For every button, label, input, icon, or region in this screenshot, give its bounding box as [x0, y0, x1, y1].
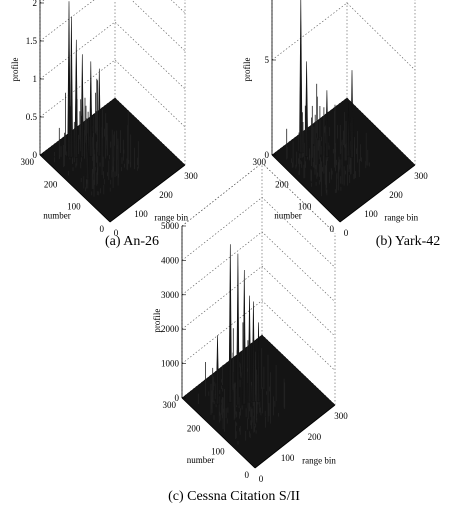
x-tick-label: 300	[184, 171, 198, 181]
z-axis-label: profile	[242, 58, 252, 82]
y-axis-line	[39, 154, 111, 223]
y-tick-label: 100	[298, 202, 312, 212]
peak-6	[85, 133, 90, 180]
z-tick-label: 0	[175, 393, 180, 403]
y-axis-line	[181, 397, 256, 469]
surface-noise	[286, 83, 370, 197]
peak-1	[69, 16, 74, 158]
wall-grid-line	[181, 300, 336, 371]
x-tick-label: 100	[364, 209, 378, 219]
panel-c: 0100020003000400050000100200300010020030…	[152, 162, 348, 504]
x-tick-label: 100	[134, 209, 148, 219]
x-tick-label: 300	[334, 411, 348, 421]
peak-5	[256, 322, 261, 402]
x-axis-line	[339, 164, 416, 223]
peak-1	[236, 253, 240, 406]
x-tick-label: 0	[114, 228, 119, 238]
y-tick-label: 300	[163, 400, 177, 410]
peak-4	[251, 301, 256, 402]
peak-3	[247, 295, 252, 403]
wall-grid-line	[181, 265, 336, 337]
z-tick-label: 0	[33, 150, 38, 160]
caption-a: (a) An-26	[105, 234, 159, 249]
y-tick-label: 300	[21, 157, 35, 167]
x-tick-label: 200	[159, 190, 173, 200]
peak-0	[67, 1, 71, 158]
peak-5	[97, 68, 102, 157]
x-tick-label: 100	[281, 453, 295, 463]
z-tick-label: 5	[265, 55, 270, 65]
y-tick-label: 100	[67, 202, 81, 212]
y-axis-line	[271, 154, 341, 223]
y-tick-label: 0	[330, 224, 335, 234]
y-tick-label: 0	[245, 470, 250, 480]
peak-3	[346, 102, 351, 157]
z-tick-label: 4000	[161, 255, 180, 265]
x-tick-label: 200	[389, 190, 403, 200]
y-tick-label: 200	[275, 179, 289, 189]
peak-4	[350, 70, 354, 158]
x-tick-label: 0	[344, 228, 349, 238]
y-axis-label: number	[274, 211, 302, 221]
y-axis-label: number	[187, 455, 215, 465]
z-tick-label: 1	[33, 74, 38, 84]
peak-0	[228, 244, 233, 403]
y-tick-label: 100	[211, 447, 225, 457]
x-axis-label: range bin	[154, 213, 188, 223]
x-axis-label: range bin	[302, 455, 336, 465]
caption-c: (c) Cessna Citation S/II	[168, 489, 300, 504]
peak-0	[299, 0, 303, 154]
x-tick-label: 300	[414, 171, 428, 181]
panel-a: 00.511.522.501002003000100200300profiler…	[10, 0, 198, 249]
y-tick-label: 200	[44, 179, 58, 189]
x-axis-label: range bin	[384, 213, 418, 223]
z-axis-label: profile	[152, 309, 162, 333]
wall-grid-line	[39, 59, 186, 128]
z-tick-label: 2000	[161, 324, 180, 334]
caption-b: (b) Yark-42	[376, 234, 441, 249]
peak-4	[89, 61, 93, 157]
wall-grid-line	[181, 197, 336, 268]
z-tick-label: 2	[33, 0, 38, 8]
x-tick-label: 0	[259, 474, 264, 484]
wall-grid-line	[181, 162, 336, 234]
z-tick-label: 5000	[161, 221, 180, 231]
wall-grid-line	[271, 2, 416, 71]
y-tick-label: 300	[253, 157, 267, 167]
y-axis-label: number	[43, 211, 71, 221]
peak-1	[304, 61, 309, 157]
z-tick-label: 0	[265, 150, 270, 160]
wall-grid-line	[181, 231, 336, 303]
y-tick-label: 0	[100, 224, 105, 234]
x-axis-line	[109, 164, 186, 223]
peak-3	[80, 54, 85, 158]
x-axis-line	[254, 404, 336, 469]
peak-2	[242, 269, 247, 405]
z-tick-label: 1000	[161, 359, 180, 369]
y-tick-label: 200	[187, 423, 201, 433]
wall-grid-line	[39, 21, 186, 90]
z-tick-label: 0.5	[26, 112, 38, 122]
peak-6	[215, 335, 220, 405]
z-axis-label: profile	[10, 58, 20, 82]
z-tick-label: 3000	[161, 290, 180, 300]
wall-grid-line	[39, 0, 186, 14]
peak-2	[74, 39, 79, 158]
wall-grid-line	[39, 0, 186, 52]
x-tick-label: 200	[308, 432, 322, 442]
peak-2	[325, 90, 329, 158]
z-tick-label: 1.5	[26, 36, 38, 46]
panel-b: 051001002003000100200300profilerange bin…	[242, 0, 440, 249]
